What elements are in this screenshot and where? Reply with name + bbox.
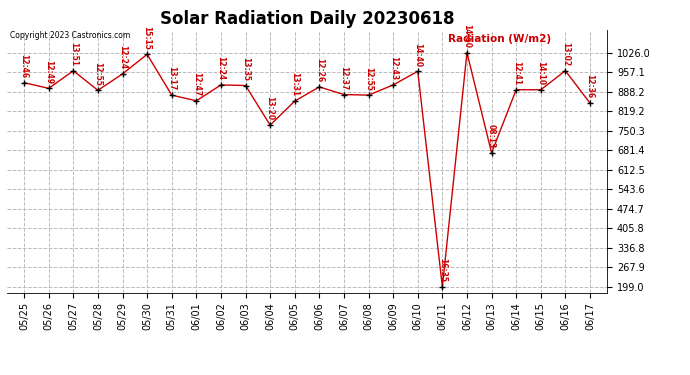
Text: 13:35: 13:35 (241, 57, 250, 81)
Text: 13:17: 13:17 (167, 66, 176, 90)
Text: 12:41: 12:41 (512, 61, 521, 85)
Text: 12:24: 12:24 (217, 56, 226, 80)
Text: 12:55: 12:55 (93, 62, 102, 86)
Text: 12:46: 12:46 (19, 54, 28, 78)
Text: 14:10: 14:10 (536, 61, 545, 85)
Text: 12:47: 12:47 (192, 72, 201, 96)
Text: 13:02: 13:02 (561, 42, 570, 66)
Text: Radiation (W/m2): Radiation (W/m2) (448, 34, 551, 44)
Text: 12:43: 12:43 (388, 56, 397, 80)
Text: 12:24: 12:24 (118, 45, 127, 69)
Text: 13:51: 13:51 (69, 42, 78, 66)
Text: 12:26: 12:26 (315, 58, 324, 82)
Text: Copyright 2023 Castronics.com: Copyright 2023 Castronics.com (10, 32, 130, 40)
Text: 12:49: 12:49 (44, 60, 53, 84)
Text: 15:15: 15:15 (143, 26, 152, 50)
Title: Solar Radiation Daily 20230618: Solar Radiation Daily 20230618 (160, 10, 454, 28)
Text: 12:36: 12:36 (586, 74, 595, 98)
Text: 12:37: 12:37 (339, 66, 348, 90)
Text: 14:50: 14:50 (462, 24, 471, 48)
Text: 16:35: 16:35 (438, 258, 447, 282)
Text: 14:40: 14:40 (413, 42, 422, 67)
Text: 12:55: 12:55 (364, 67, 373, 90)
Text: 13:31: 13:31 (290, 72, 299, 96)
Text: 08:13: 08:13 (487, 124, 496, 148)
Text: 13:20: 13:20 (266, 96, 275, 120)
